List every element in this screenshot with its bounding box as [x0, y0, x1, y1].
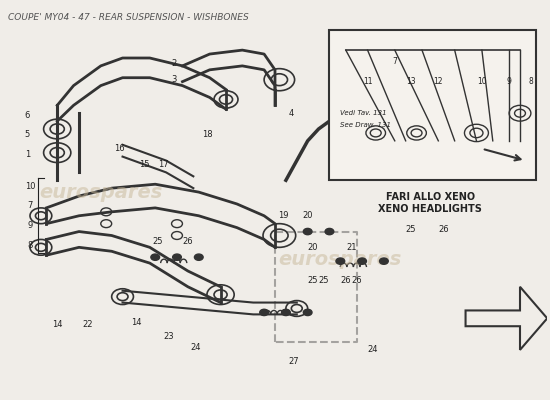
Text: See Draw. 131: See Draw. 131	[340, 122, 392, 128]
Circle shape	[151, 254, 160, 260]
Text: 26: 26	[340, 276, 351, 285]
Text: 9: 9	[507, 77, 512, 86]
Bar	[329, 30, 536, 180]
Circle shape	[260, 309, 268, 316]
Text: 15: 15	[139, 160, 150, 169]
Circle shape	[303, 228, 312, 235]
Circle shape	[379, 258, 388, 264]
Text: 1: 1	[25, 150, 30, 159]
Text: 26: 26	[438, 225, 449, 234]
Text: 25: 25	[153, 237, 163, 246]
Text: 8: 8	[28, 241, 32, 250]
Circle shape	[325, 228, 334, 235]
Text: FARI ALLO XENO
XENO HEADLIGHTS: FARI ALLO XENO XENO HEADLIGHTS	[378, 192, 482, 214]
Text: 10: 10	[25, 182, 35, 191]
Text: 7: 7	[28, 202, 32, 210]
Text: 16: 16	[114, 144, 125, 153]
Circle shape	[336, 258, 345, 264]
Text: 5: 5	[25, 130, 30, 140]
Text: 11: 11	[363, 77, 372, 86]
Text: 13: 13	[406, 77, 416, 86]
Text: 8: 8	[529, 77, 534, 86]
Text: eurospares: eurospares	[279, 250, 402, 269]
Text: 12: 12	[433, 77, 443, 86]
Text: 25: 25	[319, 276, 329, 285]
Text: 20: 20	[308, 243, 318, 252]
Text: 25: 25	[406, 225, 416, 234]
Text: 24: 24	[368, 345, 378, 354]
Text: 9: 9	[28, 221, 32, 230]
Text: 24: 24	[191, 344, 201, 352]
Text: 22: 22	[82, 320, 92, 329]
Circle shape	[194, 254, 203, 260]
Text: Vedi Tav. 131: Vedi Tav. 131	[340, 110, 387, 116]
Text: eurospares: eurospares	[39, 183, 162, 202]
Text: 21: 21	[346, 243, 356, 252]
Text: 25: 25	[308, 276, 318, 285]
Circle shape	[173, 254, 182, 260]
Polygon shape	[465, 287, 547, 350]
Text: 27: 27	[289, 357, 299, 366]
Text: COUPE' MY04 - 47 - REAR SUSPENSION - WISHBONES: COUPE' MY04 - 47 - REAR SUSPENSION - WIS…	[8, 13, 249, 22]
Text: 20: 20	[302, 211, 313, 220]
Circle shape	[358, 258, 366, 264]
Text: 7: 7	[392, 58, 397, 66]
Text: 19: 19	[278, 211, 288, 220]
Text: 6: 6	[25, 111, 30, 120]
Text: 23: 23	[163, 332, 174, 340]
Text: 17: 17	[158, 160, 169, 169]
Text: 26: 26	[183, 237, 193, 246]
Text: 18: 18	[202, 130, 212, 140]
Text: 14: 14	[131, 318, 141, 327]
Text: 14: 14	[52, 320, 63, 329]
Text: 4: 4	[289, 109, 294, 118]
Circle shape	[282, 309, 290, 316]
Text: 10: 10	[477, 77, 487, 86]
Text: 26: 26	[351, 276, 362, 285]
Text: 2: 2	[172, 60, 177, 68]
Circle shape	[303, 309, 312, 316]
Text: 3: 3	[172, 75, 177, 84]
